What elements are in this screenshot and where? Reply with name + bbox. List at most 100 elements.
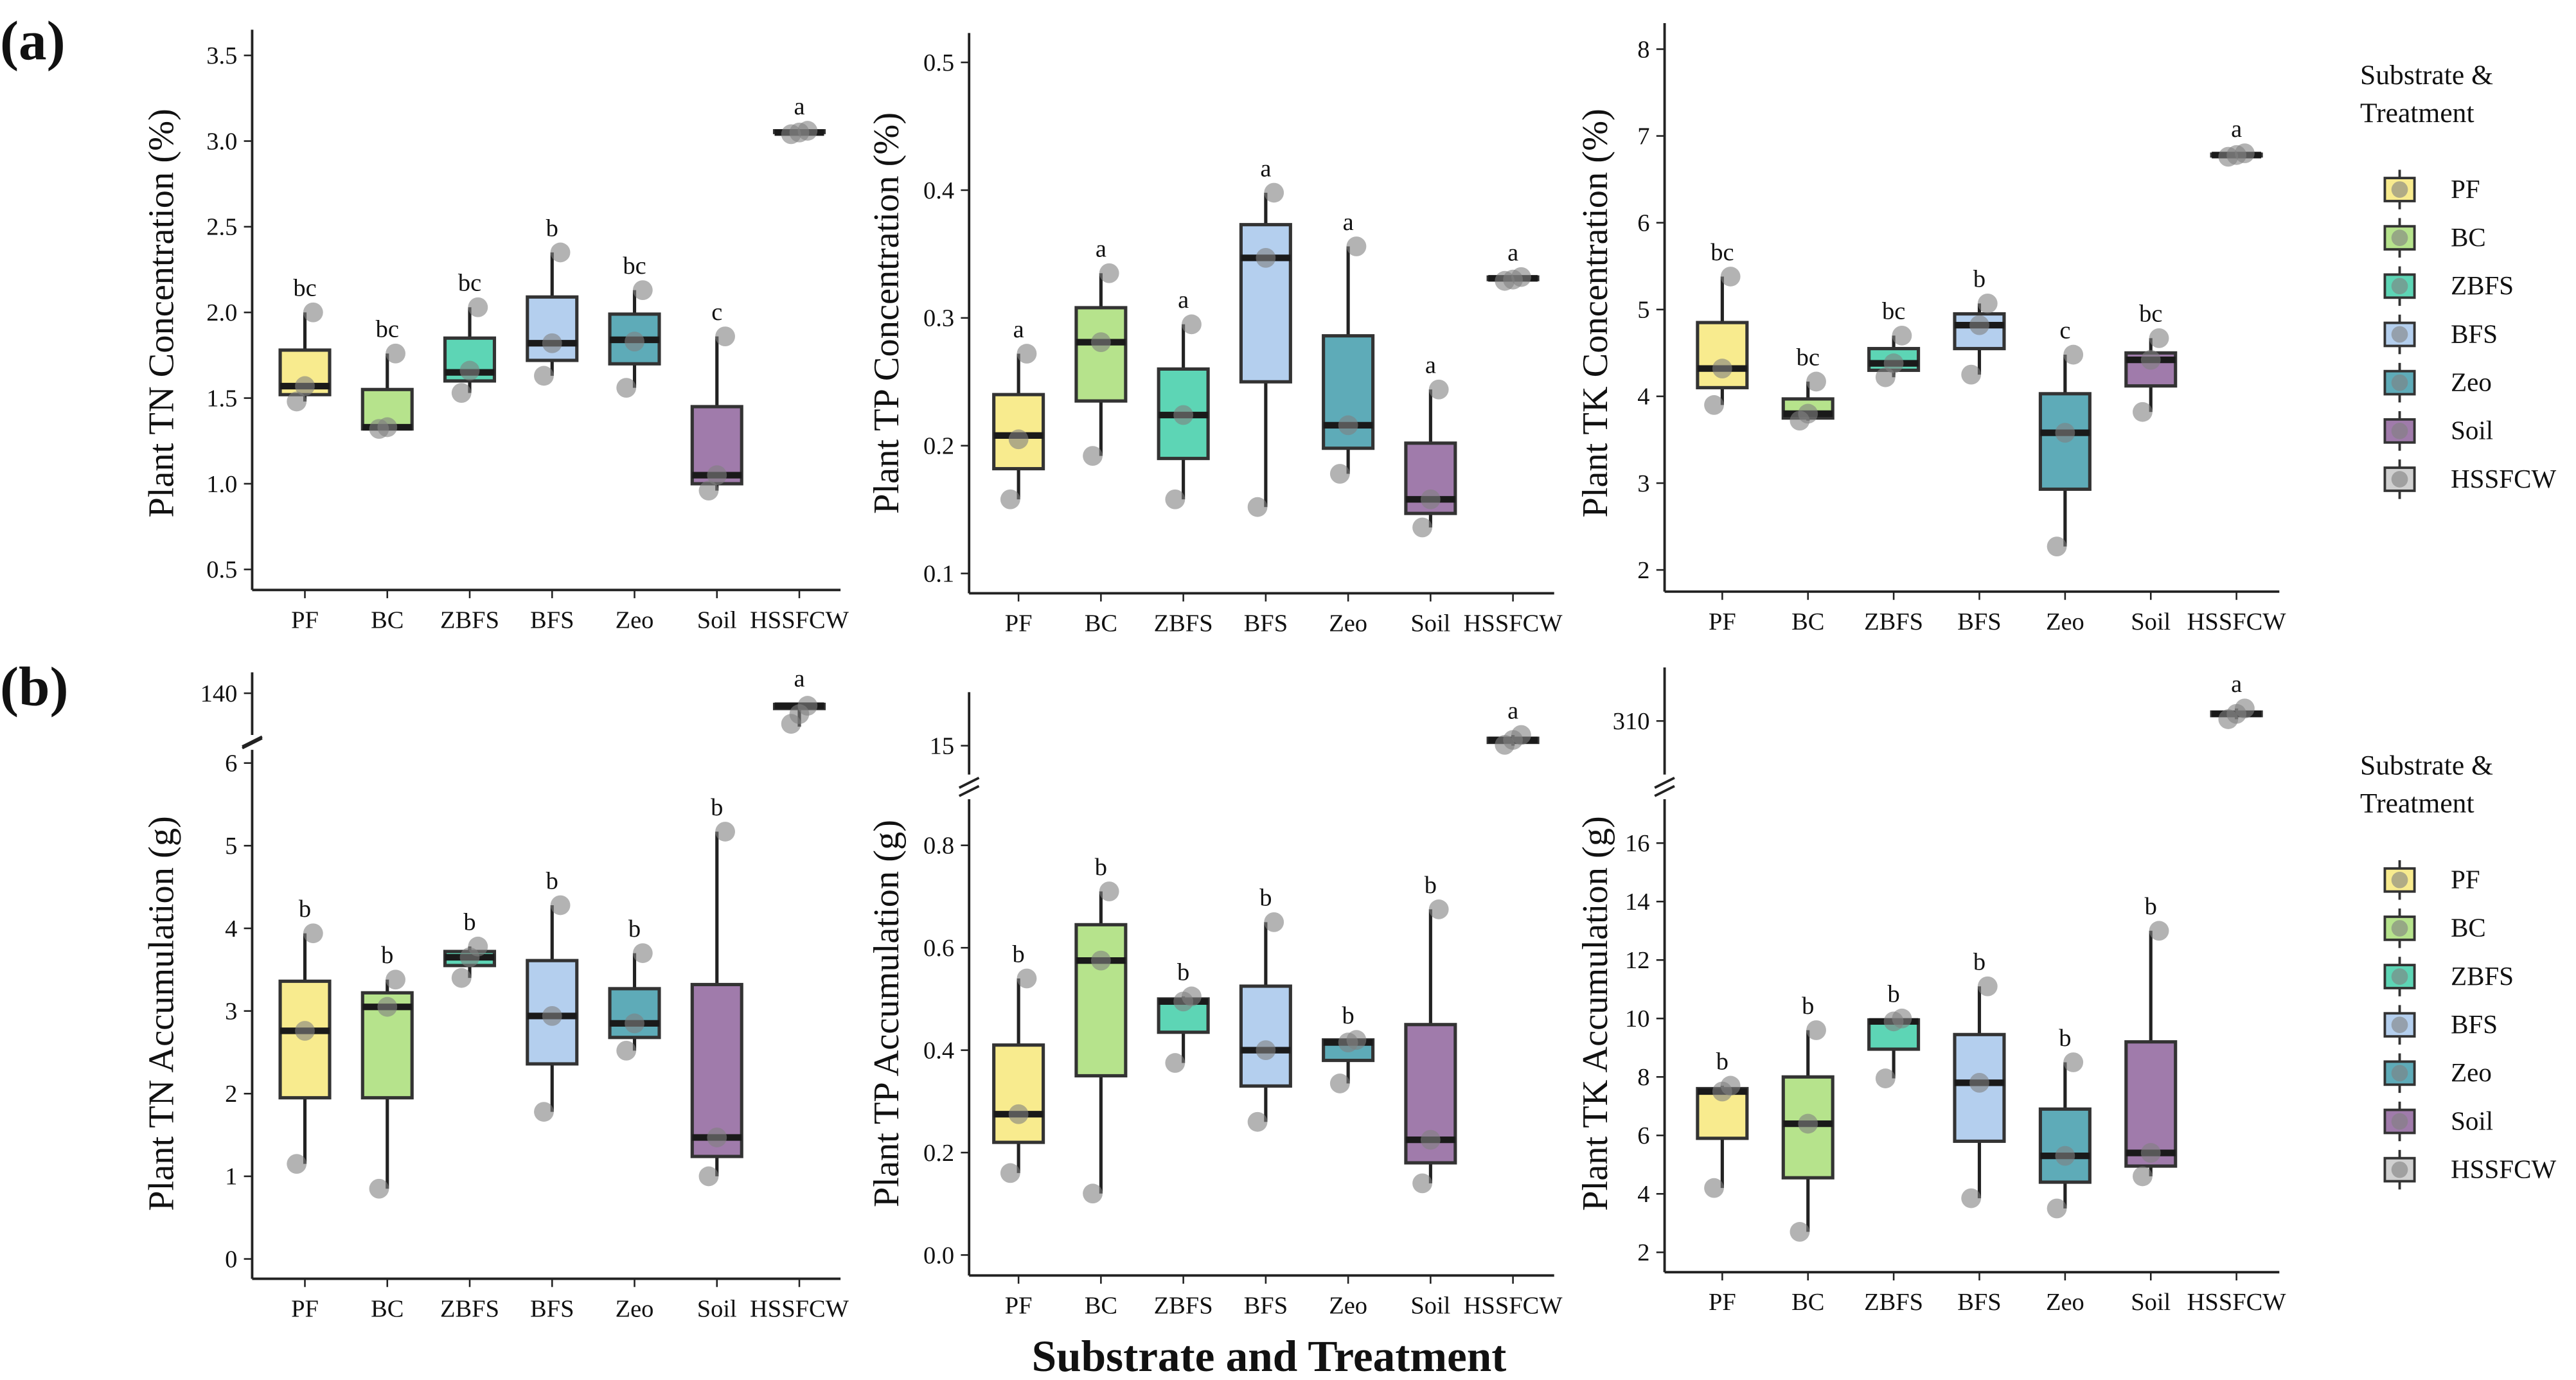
axis-break <box>242 737 263 750</box>
significance-letter: b <box>711 794 723 821</box>
x-tick-label: PF <box>1709 608 1736 635</box>
point <box>287 391 307 412</box>
legend-point <box>2391 1113 2408 1130</box>
point <box>534 1102 554 1122</box>
x-tick-label: HSSFCW <box>750 606 849 633</box>
point <box>1790 1222 1810 1242</box>
significance-letter: a <box>2231 116 2242 143</box>
x-tick-label: Soil <box>2131 1289 2171 1316</box>
legend-title: Substrate & <box>2360 750 2493 781</box>
x-tick-label: Soil <box>1410 1292 1450 1319</box>
point <box>1264 912 1284 932</box>
significance-letter: a <box>1260 155 1271 182</box>
y-tick-label: 0.4 <box>923 177 954 204</box>
x-tick-label: Zeo <box>616 606 654 633</box>
point <box>2047 1198 2067 1219</box>
significance-letter: b <box>546 215 558 242</box>
point <box>2140 349 2161 370</box>
significance-letter: bc <box>1797 344 1820 371</box>
significance-letter: a <box>1178 287 1189 314</box>
y-tick-label: 7 <box>1637 123 1649 150</box>
axis-break <box>958 784 980 797</box>
x-tick-label: PF <box>291 1295 319 1322</box>
point <box>1182 314 1202 335</box>
point <box>542 333 562 353</box>
legend-label: Zeo <box>2451 367 2492 396</box>
x-tick-label: HSSFCW <box>2187 1289 2287 1316</box>
point <box>1329 1074 1350 1093</box>
point <box>1720 1075 1741 1096</box>
point <box>1090 950 1111 971</box>
legend-label: HSSFCW <box>2451 1154 2556 1183</box>
significance-letter: b <box>1013 941 1025 968</box>
x-tick-label: HSSFCW <box>750 1295 849 1322</box>
axis-break <box>1654 776 1675 789</box>
significance-letter: bc <box>458 270 481 297</box>
significance-letter: a <box>1425 352 1436 379</box>
y-tick-label: 0.2 <box>923 433 954 460</box>
point <box>1008 1104 1029 1124</box>
x-tick-label: Zeo <box>2046 1289 2084 1316</box>
y-tick-label: 6 <box>1637 210 1649 237</box>
y2-tick-label: 310 <box>1613 708 1650 735</box>
legend-label: BFS <box>2451 319 2498 348</box>
point <box>2149 328 2169 348</box>
point <box>2235 698 2255 719</box>
point <box>2133 1166 2153 1187</box>
x-tick-label: Zeo <box>1329 610 1367 637</box>
point <box>797 121 818 141</box>
y-tick-label: 0.1 <box>923 560 954 587</box>
point <box>1806 371 1826 392</box>
point <box>1798 1113 1818 1134</box>
point <box>1704 395 1724 415</box>
point <box>377 417 398 438</box>
point <box>1428 899 1449 919</box>
point <box>303 923 323 944</box>
x-tick-label: BC <box>371 1295 404 1322</box>
point <box>1165 1053 1186 1073</box>
point <box>1083 1183 1103 1204</box>
point <box>1000 1163 1020 1183</box>
point <box>451 968 472 988</box>
x-tick-label: BC <box>1085 1292 1117 1319</box>
point <box>1256 247 1276 268</box>
point <box>2235 143 2255 164</box>
axis-break <box>958 776 980 789</box>
significance-letter: b <box>1887 981 1899 1008</box>
box <box>992 1043 1045 1144</box>
point <box>1806 1020 1826 1040</box>
point <box>1165 489 1186 509</box>
x-tick-label: ZBFS <box>440 606 499 633</box>
point <box>534 366 554 386</box>
point <box>1511 267 1531 287</box>
y-tick-label: 10 <box>1625 1005 1649 1032</box>
axis-break <box>242 735 263 748</box>
legend-point <box>2391 871 2408 889</box>
point <box>1000 489 1020 509</box>
point <box>707 1128 727 1147</box>
significance-letter: bc <box>1882 298 1905 325</box>
x-tick-label: ZBFS <box>1154 610 1213 637</box>
point <box>2063 1052 2084 1072</box>
x-tick-label: Soil <box>697 606 737 633</box>
point <box>1264 182 1284 203</box>
point <box>2047 536 2067 557</box>
point <box>1428 379 1449 400</box>
point <box>632 943 653 963</box>
y2-tick-label: 140 <box>200 680 238 707</box>
legend-point <box>2391 181 2408 198</box>
point <box>1961 1188 1982 1208</box>
point <box>1247 497 1268 517</box>
point <box>1017 968 1037 989</box>
y-axis-label: Plant TP Accumulation (g) <box>867 820 907 1207</box>
legend-label: Zeo <box>2451 1057 2492 1087</box>
y-tick-label: 0.5 <box>923 49 954 76</box>
y-tick-label: 0.4 <box>923 1037 954 1064</box>
x-tick-label: ZBFS <box>1864 1289 1923 1316</box>
significance-letter: bc <box>623 252 646 279</box>
point <box>1017 344 1037 364</box>
significance-letter: a <box>1507 697 1518 724</box>
significance-letter: bc <box>2139 301 2162 328</box>
point <box>698 1166 719 1187</box>
x-tick-label: Zeo <box>2046 608 2084 635</box>
